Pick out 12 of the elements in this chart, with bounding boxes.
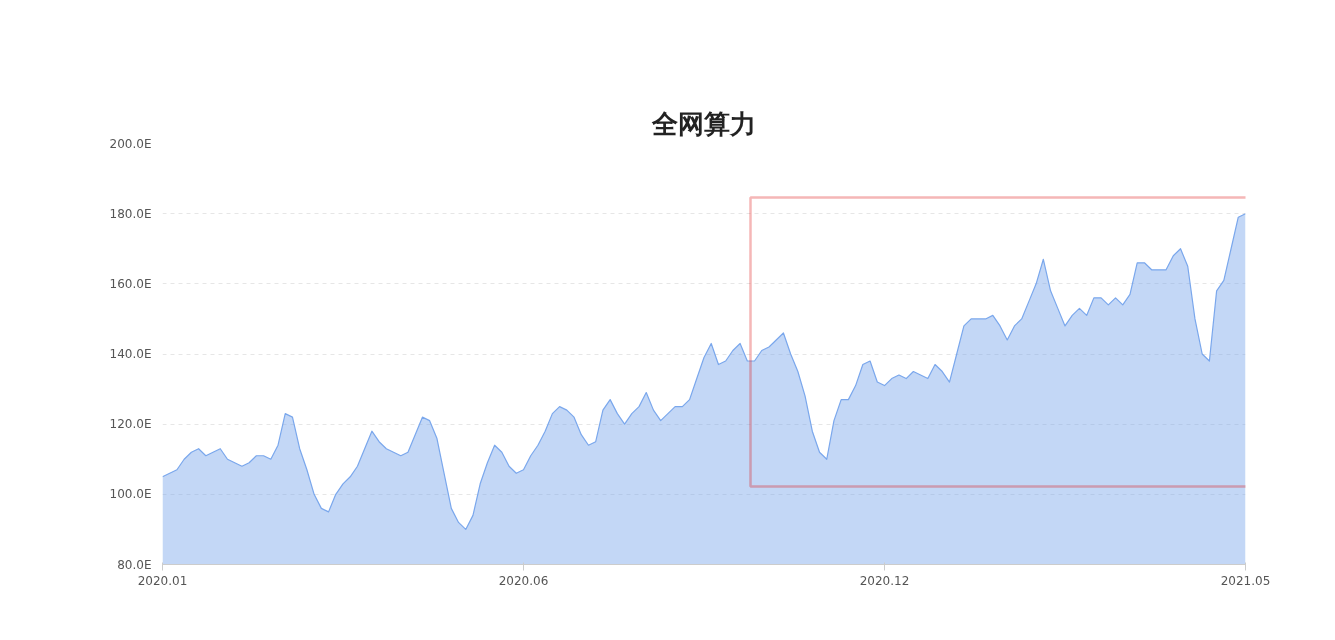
x-tick-label: 2020.06 (498, 573, 549, 588)
chart-title: 全网算力 (651, 108, 756, 139)
y-tick-label: 80.0E (117, 557, 152, 572)
x-tick-label: 2020.12 (859, 573, 910, 588)
x-tick-label: 2020.01 (137, 573, 188, 588)
y-tick-label: 160.0E (109, 276, 152, 291)
x-tick-label: 2021.05 (1220, 573, 1271, 588)
y-tick-label: 100.0E (109, 487, 152, 502)
y-tick-label: 140.0E (109, 347, 152, 361)
y-tick-label: 200.0E (109, 136, 152, 151)
y-tick-label: 120.0E (109, 417, 152, 432)
y-tick-label: 180.0E (109, 206, 152, 221)
